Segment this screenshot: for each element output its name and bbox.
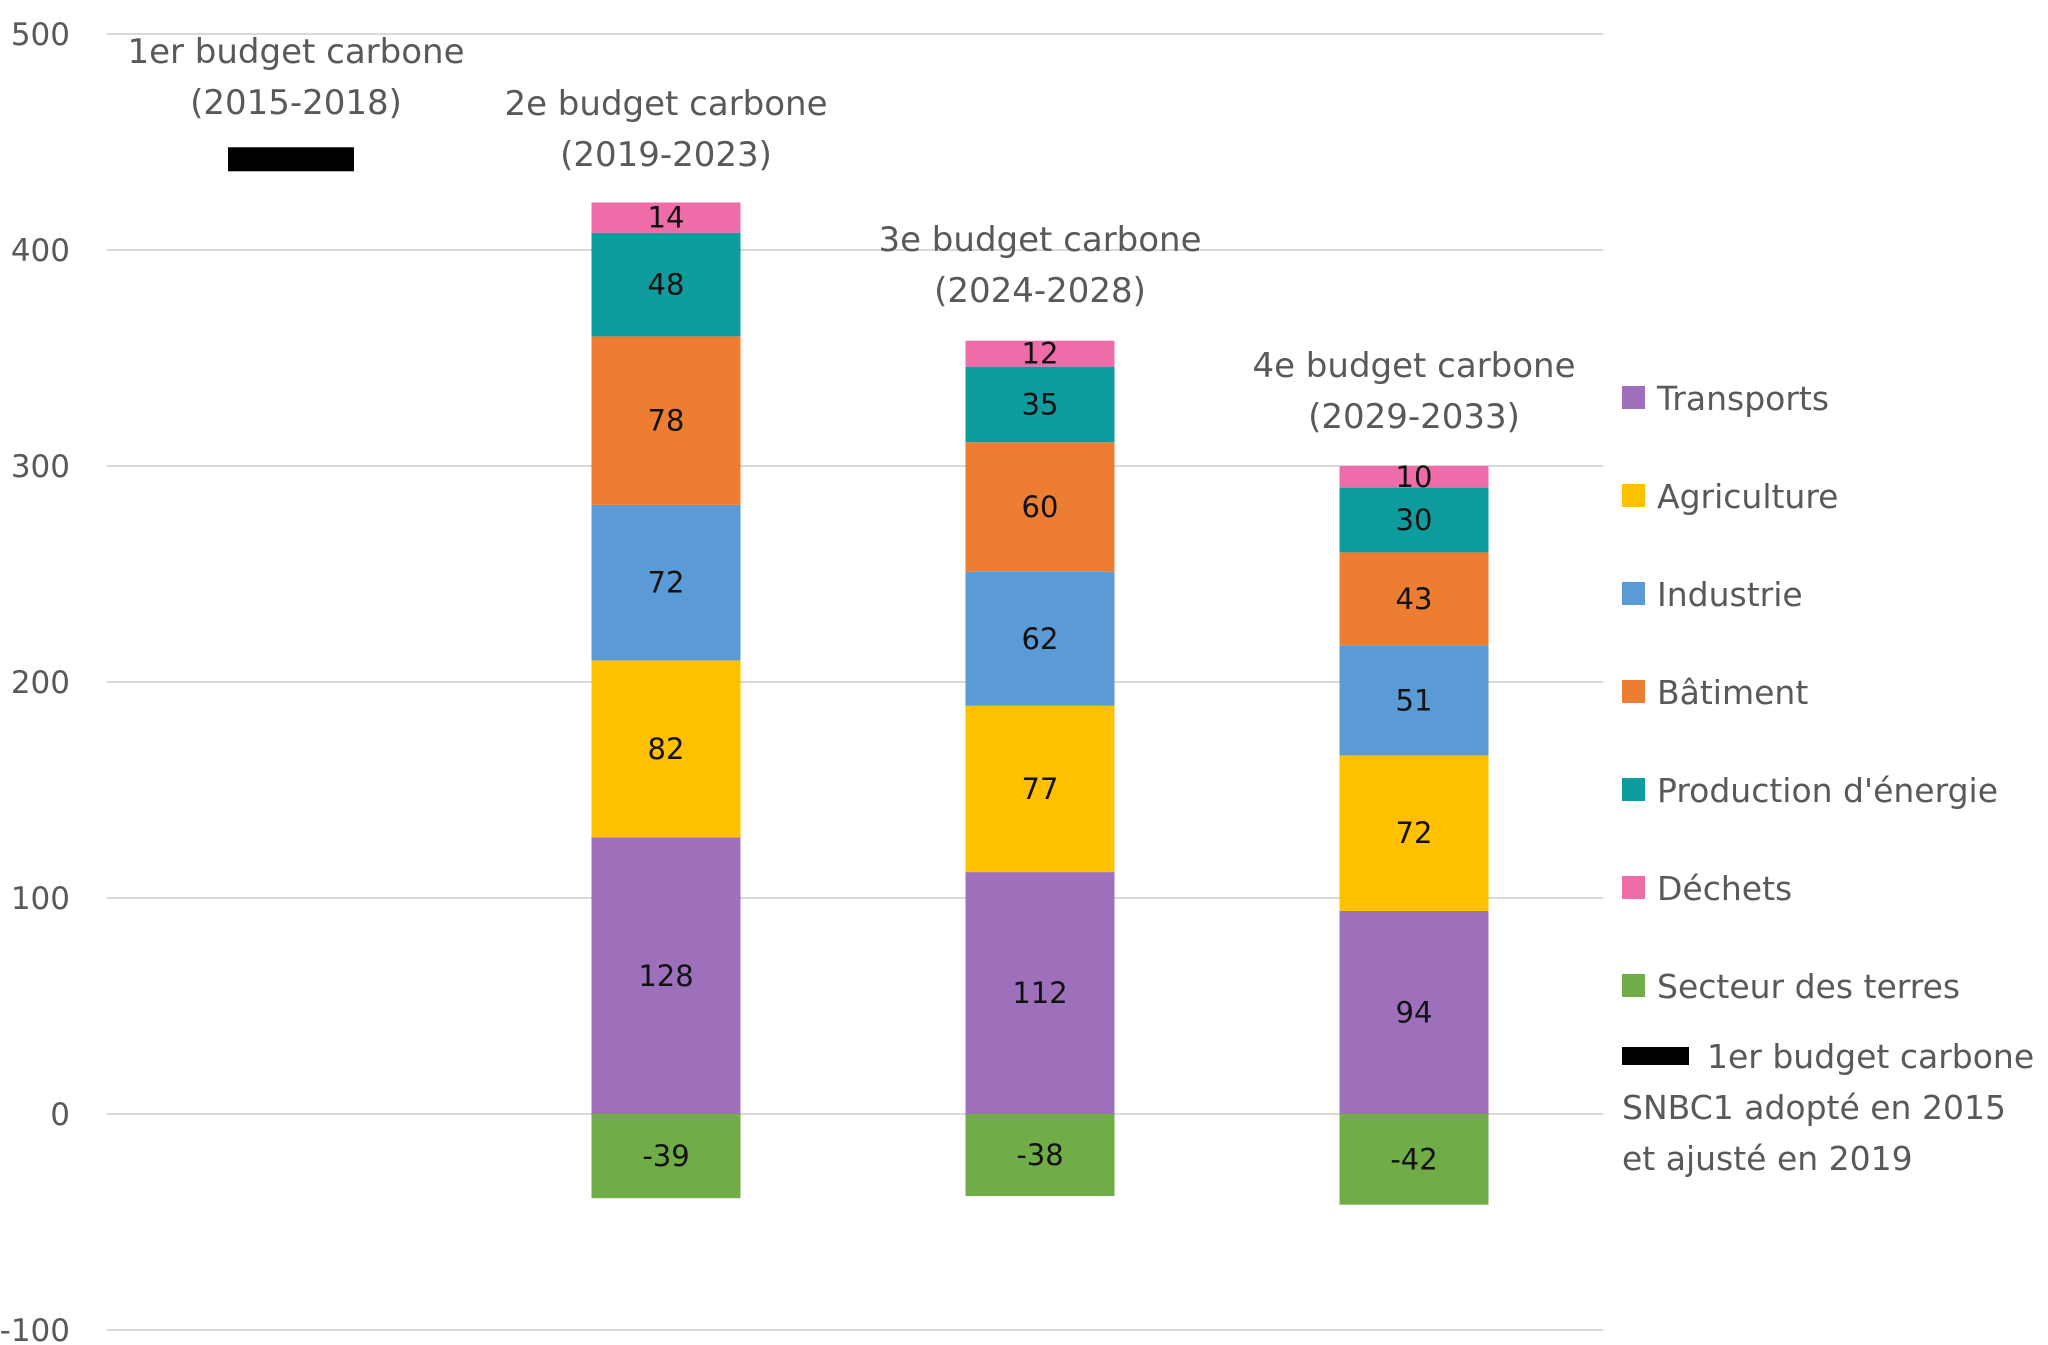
bar-segment <box>965 442 1115 572</box>
category-label: (2019-2023) <box>560 135 772 175</box>
category-label: (2024-2028) <box>934 271 1146 311</box>
legend-swatch <box>1622 1047 1689 1065</box>
y-tick-label: 400 <box>11 233 70 269</box>
legend-swatch <box>1622 386 1645 409</box>
data-label: 82 <box>648 732 685 766</box>
data-label: -38 <box>1016 1138 1063 1172</box>
legend-label: Déchets <box>1657 869 1792 908</box>
bars <box>228 147 1489 1205</box>
data-labels: -39 128 82 72 78 48 14 -38 112 77 62 60 35 12 -42 94 72 5… <box>638 201 1437 1177</box>
legend-label: Production d'énergie <box>1657 771 1998 810</box>
category-labels: 1er budget carbone (2015-2018) 2e budget c… <box>127 32 1575 437</box>
category-label: (2029-2033) <box>1308 397 1520 437</box>
bar-segment <box>965 1114 1115 1197</box>
category-label: 1er budget carbone <box>127 32 464 72</box>
data-label: 94 <box>1396 995 1433 1029</box>
y-tick-label: 500 <box>11 17 70 53</box>
bar-segment <box>591 837 741 1114</box>
data-label: 43 <box>1396 582 1433 616</box>
y-tick-label: 200 <box>11 665 70 701</box>
data-label: -39 <box>642 1139 689 1173</box>
legend-swatch <box>1622 582 1645 605</box>
legend-swatch <box>1622 778 1645 801</box>
legend-label: Transports <box>1656 379 1829 418</box>
y-tick-label: 100 <box>11 881 70 917</box>
legend-swatch <box>1622 484 1645 507</box>
legend-label: 1er budget carbone <box>1707 1037 2034 1076</box>
bar-segment <box>965 366 1115 443</box>
category-label: (2015-2018) <box>190 83 402 123</box>
legend-label: Bâtiment <box>1657 673 1808 712</box>
y-axis: 500 400 300 200 100 0 -100 <box>0 17 70 1345</box>
bar-segment <box>591 504 741 661</box>
data-label: 10 <box>1396 460 1433 494</box>
legend-label: et ajusté en 2019 <box>1622 1139 1913 1178</box>
legend-label: SNBC1 adopté en 2015 <box>1622 1088 2006 1127</box>
category-label: 2e budget carbone <box>504 84 827 124</box>
bar-segment <box>591 1114 741 1199</box>
bar-segment <box>591 660 741 838</box>
category-label: 3e budget carbone <box>878 220 1201 260</box>
bar-segment <box>1339 910 1489 1114</box>
legend-label: Secteur des terres <box>1657 967 1960 1006</box>
gridlines <box>107 33 1603 1331</box>
category-label: 4e budget carbone <box>1252 346 1575 386</box>
bar-segment <box>1339 755 1489 911</box>
legend-swatch <box>1622 876 1645 899</box>
bar-segment <box>591 232 741 337</box>
data-label: 78 <box>648 404 685 438</box>
legend-label: Industrie <box>1657 575 1803 614</box>
bar-segment <box>591 336 741 505</box>
budget-marker <box>228 147 354 172</box>
data-label: -42 <box>1390 1142 1437 1176</box>
data-label: 112 <box>1012 976 1067 1010</box>
data-label: 30 <box>1396 503 1433 537</box>
bar-segment <box>965 571 1115 706</box>
bar-segment <box>591 202 741 233</box>
data-label: 12 <box>1022 337 1059 371</box>
data-label: 77 <box>1022 772 1059 806</box>
legend-swatch <box>1622 974 1645 997</box>
bar-segment <box>1339 487 1489 553</box>
bar-segment <box>965 705 1115 873</box>
bar-segment <box>965 340 1115 367</box>
y-tick-label: 300 <box>11 449 70 485</box>
data-label: 35 <box>1022 387 1059 421</box>
legend: Transports Agriculture Industrie Bâtiment Pr… <box>1622 379 2034 1178</box>
data-label: 62 <box>1022 622 1059 656</box>
bar-segment <box>1339 1114 1489 1205</box>
bar-segment <box>1339 466 1489 488</box>
legend-swatch <box>1622 680 1645 703</box>
bar-segment <box>965 872 1115 1114</box>
y-tick-label: -100 <box>0 1313 70 1345</box>
data-label: 48 <box>648 268 685 302</box>
bar-segment <box>1339 552 1489 646</box>
data-label: 72 <box>648 566 685 600</box>
data-label: 14 <box>648 201 685 235</box>
legend-label: Agriculture <box>1657 477 1838 516</box>
bar-segment <box>1339 645 1489 756</box>
data-label: 60 <box>1022 490 1059 524</box>
data-label: 72 <box>1396 816 1433 850</box>
data-label: 128 <box>638 959 693 993</box>
data-label: 51 <box>1396 683 1433 717</box>
y-tick-label: 0 <box>50 1097 70 1133</box>
